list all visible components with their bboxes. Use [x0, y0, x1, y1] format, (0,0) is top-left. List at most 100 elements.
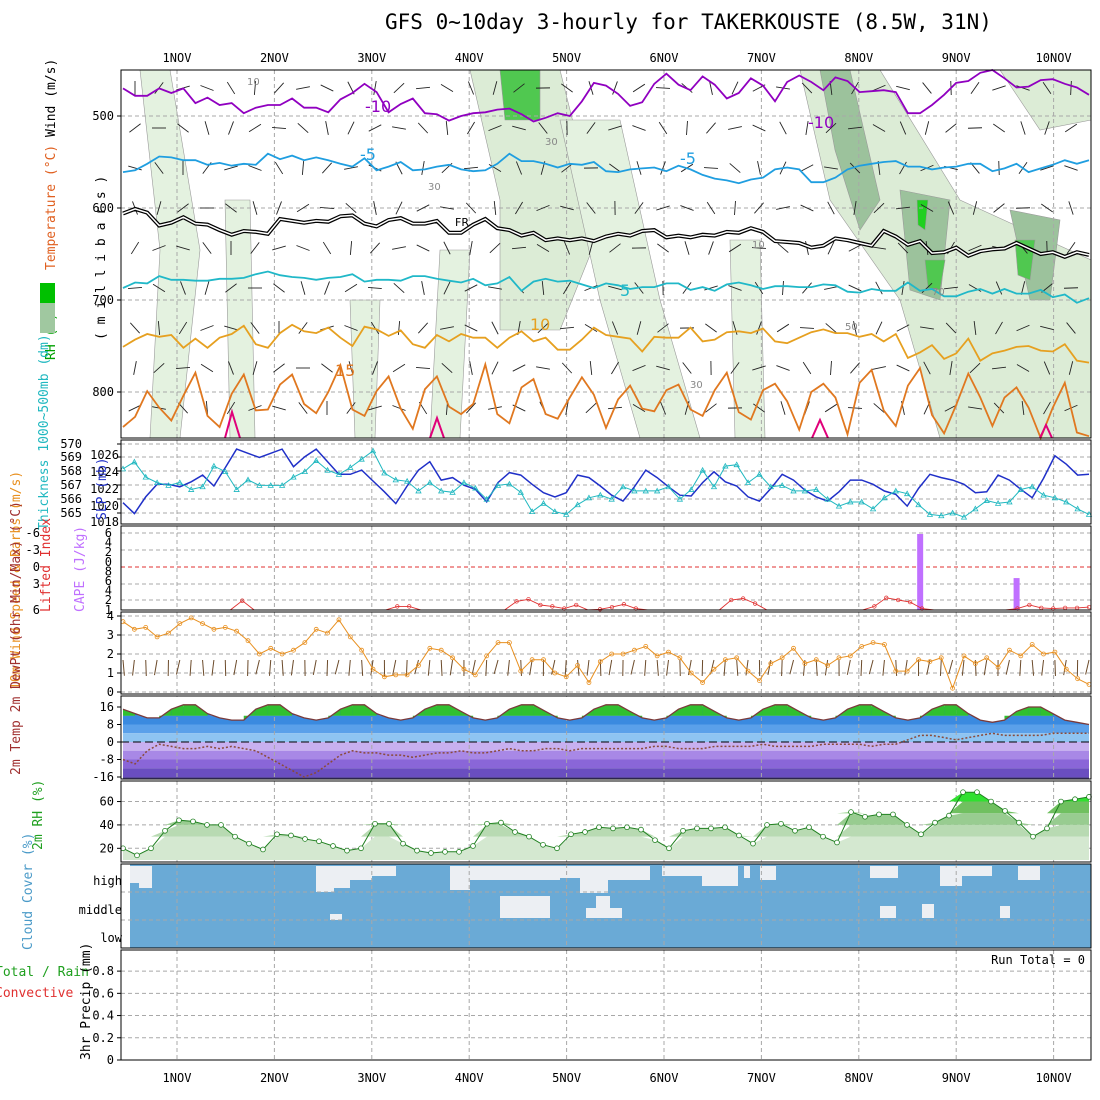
wind10m-marker [893, 668, 899, 674]
wind10m-marker [552, 670, 558, 676]
rh2m-marker [610, 825, 616, 832]
isotherm--5 [122, 152, 1090, 185]
lifted-index-marker [514, 599, 519, 604]
wind-barb [320, 84, 334, 92]
rh2m-marker [218, 822, 224, 828]
rh2m-fill [123, 836, 1089, 860]
wind-barb [799, 327, 815, 329]
temperature-ylabel: Temperature (°C) [44, 145, 59, 270]
day-label-top: 7NOV [747, 51, 776, 65]
wind-barb [250, 242, 260, 254]
wind-barb [417, 122, 429, 134]
rh2m-marker [442, 849, 448, 855]
page-title: GFS 0~10day 3-hourly for TAKERKOUSTE (8.… [385, 10, 992, 34]
cloud-panel: high middle low [79, 863, 1092, 949]
cape-tick-label: 2 [105, 593, 112, 607]
rh2m-marker [484, 820, 490, 827]
temp-band [123, 768, 1089, 777]
wind10m-marker [541, 657, 546, 663]
wind-barb [563, 241, 571, 255]
wind10m-barb [405, 659, 408, 676]
wind-barb [656, 205, 670, 211]
wind-barb [392, 126, 406, 130]
wind-barb [324, 281, 330, 295]
wind10m-marker [643, 644, 649, 649]
wind-barb [776, 323, 790, 333]
wind-barb [706, 201, 716, 215]
wind10m-barb [868, 659, 874, 675]
thickness-marker [528, 508, 536, 515]
wind-barb [752, 365, 766, 371]
wind-barb [609, 243, 621, 253]
thickness-marker [1040, 491, 1047, 498]
wind-barb [1064, 123, 1078, 133]
wind10m-marker [211, 626, 217, 632]
rh2m-marker [1030, 833, 1036, 840]
y-tick-label: 0 [107, 685, 114, 699]
wind10m-marker [256, 651, 262, 657]
wind10m-barb [723, 659, 726, 676]
cloud-clear-block [940, 866, 962, 886]
wind-barb [872, 246, 886, 250]
temp-warm-cap [1016, 707, 1029, 716]
thickness-marker [267, 482, 274, 488]
wind-barb [973, 320, 977, 336]
cloud-clear-block [608, 866, 650, 880]
lifted-index-marker [240, 598, 245, 603]
thickness-marker [676, 495, 684, 502]
lifted-index-marker [526, 597, 531, 602]
rh2m-marker [624, 824, 630, 831]
thickness-marker [619, 483, 627, 490]
wind-barb [1070, 80, 1072, 96]
wind10m-marker [279, 651, 285, 657]
rh-contour-label: 30 [428, 182, 441, 193]
wind-barb [397, 320, 401, 336]
y-tick-label: 570 [60, 437, 82, 451]
wind-barb [608, 125, 622, 131]
wind-barb [154, 162, 164, 174]
thickness-marker [835, 502, 843, 509]
wind-barb [1044, 121, 1050, 135]
temp-warm-cap [509, 704, 522, 716]
wind-barb [993, 402, 1005, 414]
temp2m-panel: 16 8 0 -8 -16 [92, 695, 1092, 784]
wind-barb [416, 204, 430, 212]
wind-barb [970, 82, 980, 94]
rh2m-marker [246, 840, 252, 847]
thickness-marker [199, 483, 206, 490]
rh2m-marker [582, 829, 588, 835]
rh2m-marker [1016, 819, 1022, 826]
wind-barb [492, 81, 498, 95]
rh2m-marker [414, 847, 420, 854]
wind-barb [156, 201, 162, 215]
thickness-marker [256, 482, 263, 488]
cloud-clear-block [350, 866, 372, 880]
rh2m-marker [232, 833, 238, 840]
rh2m-marker [820, 833, 826, 840]
day-label-top: 6NOV [650, 51, 679, 65]
cloud-row-label: middle [79, 903, 122, 917]
dewpoint-line [122, 732, 1089, 778]
wind-barb [728, 243, 742, 253]
wind10m-marker [1063, 666, 1069, 672]
cloud-clear-block [760, 866, 776, 880]
cloud-clear-block [870, 866, 898, 878]
wind-barb [372, 361, 378, 375]
cloud-clear-block [1000, 906, 1010, 918]
thickness-marker [608, 495, 615, 502]
wind-barb [1068, 361, 1074, 375]
lifted-index-marker [597, 607, 603, 612]
cloud-ylabel: Cloud Cover (%) [21, 833, 36, 950]
wind10m-barb [348, 659, 351, 676]
wind10m-marker [200, 621, 205, 626]
precip-ylabel: 3hr Precip (mm) [79, 943, 94, 1060]
wind-barb [776, 206, 790, 210]
wind10m-barb [529, 659, 533, 676]
wind10m-barb [577, 659, 580, 676]
thickness-marker [938, 512, 945, 519]
slp-tick-label: 1020 [90, 499, 119, 513]
wind-barb [202, 242, 212, 254]
bottom-day-axis: 1NOV 2NOV 3NOV 4NOV 5NOV 6NOV 7NOV 8NOV 9NOV 10NO… [163, 1071, 1072, 1085]
wind-barb [684, 241, 690, 255]
wind-barb [632, 404, 646, 412]
